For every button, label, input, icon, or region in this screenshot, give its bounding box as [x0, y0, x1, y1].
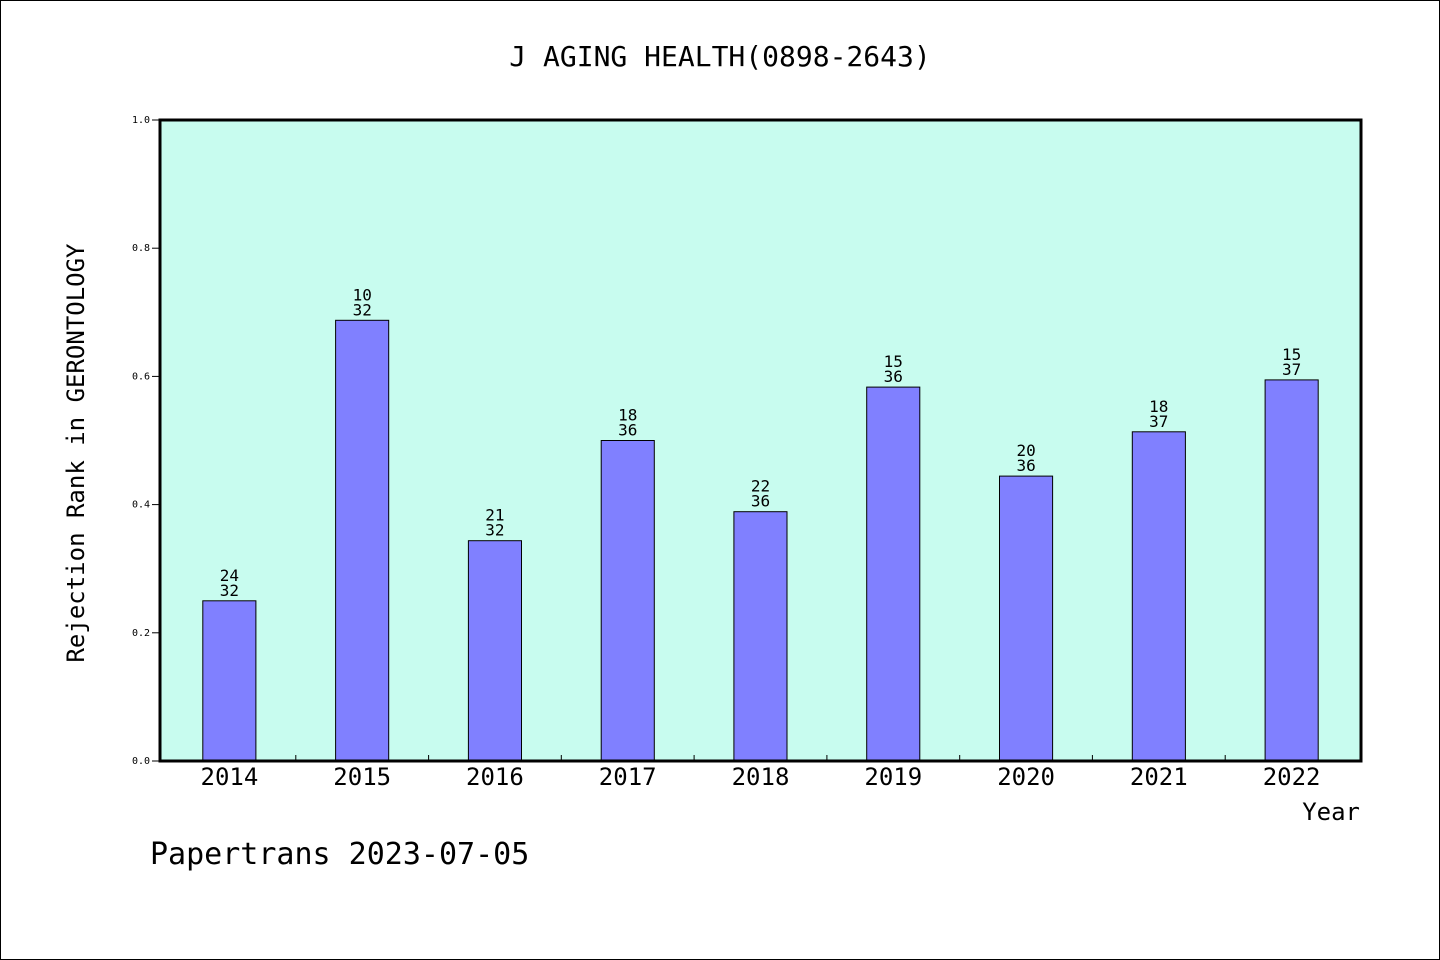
data-label-total-2021: 37 [1149, 412, 1168, 431]
bar-2017 [600, 440, 655, 762]
bar-2014 [202, 600, 257, 762]
data-label-rank-2017: 18 [618, 406, 637, 425]
data-label-total-2022: 37 [1282, 360, 1301, 379]
y-axis-label: Rejection Rank in GERONTOLOGY [62, 243, 90, 663]
bar-2018 [733, 511, 788, 762]
y-tick-label: 1.0 [132, 115, 150, 126]
y-tick-label: 0.6 [132, 371, 150, 382]
x-ticks-group: 2014 2015 2016 2017 2018 2019 2020 2021 2022 [201, 755, 1321, 791]
x-tick-label-2020: 2020 [997, 763, 1055, 791]
data-label-rank-2021: 18 [1149, 397, 1168, 416]
data-label-rank-2020: 20 [1016, 441, 1035, 460]
bar-2016 [467, 540, 522, 762]
data-label-total-2018: 36 [751, 492, 770, 511]
data-label-total-2015: 32 [353, 300, 372, 319]
x-tick-label-2022: 2022 [1263, 763, 1321, 791]
x-tick-label-2018: 2018 [732, 763, 790, 791]
plot-border [158, 118, 1363, 763]
y-ticks-group: 0.0 0.2 0.4 0.6 0.8 1.0 [132, 115, 160, 767]
x-tick-label-2014: 2014 [201, 763, 259, 791]
data-label-total-2019: 36 [884, 367, 903, 386]
data-label-rank-2019: 15 [884, 352, 903, 371]
chart-title: J AGING HEALTH(0898-2643) [509, 40, 930, 73]
x-tick-label-2015: 2015 [333, 763, 391, 791]
bar-2022 [1264, 379, 1319, 762]
y-tick-label: 0.2 [132, 628, 150, 639]
y-tick-label: 0.8 [132, 243, 150, 254]
y-tick-label: 0.0 [132, 756, 150, 767]
data-label-rank-2014: 24 [220, 566, 239, 585]
x-axis-label: Year [1302, 798, 1360, 826]
x-tick-label-2019: 2019 [864, 763, 922, 791]
x-tick-label-2021: 2021 [1130, 763, 1188, 791]
x-tick-label-2016: 2016 [466, 763, 524, 791]
data-label-total-2016: 32 [485, 521, 504, 540]
bar-2015 [335, 319, 390, 762]
bars-group [202, 319, 1319, 762]
data-label-total-2014: 32 [220, 581, 239, 600]
data-label-total-2020: 36 [1016, 456, 1035, 475]
y-tick-label: 0.4 [132, 500, 150, 511]
bar-2021 [1131, 431, 1186, 762]
bar-2020 [999, 475, 1054, 762]
footer-credit: Papertrans 2023-07-05 [150, 837, 529, 872]
data-label-rank-2022: 15 [1282, 345, 1301, 364]
data-label-rank-2015: 10 [353, 285, 372, 304]
bar-2019 [866, 386, 921, 762]
data-label-total-2017: 36 [618, 421, 637, 440]
x-tick-label-2017: 2017 [599, 763, 657, 791]
data-label-rank-2016: 21 [485, 506, 504, 525]
data-label-rank-2018: 22 [751, 477, 770, 496]
